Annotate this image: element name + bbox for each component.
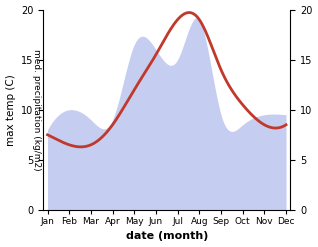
- Y-axis label: med. precipitation (kg/m2): med. precipitation (kg/m2): [32, 49, 41, 171]
- Y-axis label: max temp (C): max temp (C): [5, 74, 16, 146]
- X-axis label: date (month): date (month): [126, 231, 208, 242]
